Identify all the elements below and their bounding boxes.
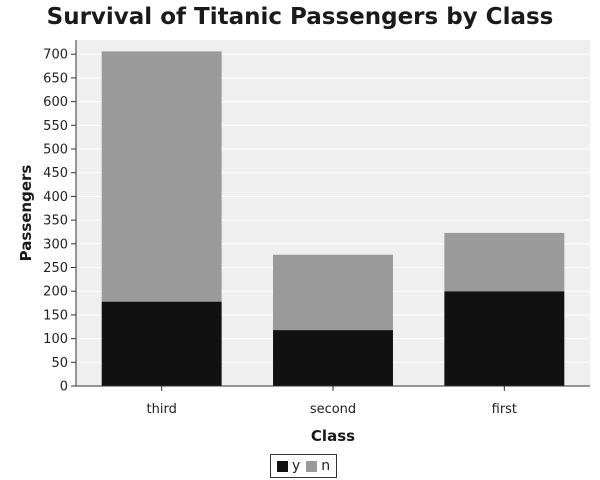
legend-label: n	[321, 458, 331, 474]
bar-second-n	[273, 254, 393, 331]
legend-item-y: y	[277, 458, 300, 474]
bars	[101, 51, 565, 386]
x-tick-label: second	[310, 402, 356, 417]
bar-third-n	[101, 51, 222, 302]
bar-first-n	[444, 232, 565, 292]
bar-first-y	[444, 291, 565, 386]
legend-swatch	[306, 460, 318, 472]
chart-title: Survival of Titanic Passengers by Class	[46, 4, 554, 30]
y-tick-label: 250	[43, 261, 68, 276]
legend-label: y	[292, 458, 301, 474]
y-tick-label: 300	[43, 237, 68, 252]
y-tick-label: 350	[43, 214, 68, 229]
y-tick-label: 50	[51, 356, 68, 371]
axes: 0 50 100 150 200 250 300 350 400 450 500 550 600 650 7…	[43, 40, 590, 417]
y-tick-label: 450	[43, 166, 68, 181]
y-tick-label: 150	[43, 308, 68, 323]
bar-third-y	[101, 301, 222, 386]
y-tick-label: 700	[43, 48, 68, 63]
y-tick-label: 400	[43, 190, 68, 205]
y-axis-title: Passengers	[17, 165, 35, 262]
bar-second-y	[273, 330, 393, 386]
x-tick-label: first	[492, 402, 517, 417]
y-tick-label: 200	[43, 285, 68, 300]
y-tick-label: 0	[60, 380, 68, 395]
legend-swatch	[277, 460, 288, 472]
x-tick-label: third	[147, 402, 177, 417]
legend-item-n: n	[306, 458, 330, 474]
y-tick-label: 500	[43, 143, 68, 158]
y-tick-label: 650	[43, 71, 68, 86]
y-tick-label: 600	[43, 95, 68, 110]
y-tick-label: 100	[43, 332, 68, 347]
y-tick-label: 550	[43, 119, 68, 134]
x-axis-title: Class	[311, 427, 355, 445]
